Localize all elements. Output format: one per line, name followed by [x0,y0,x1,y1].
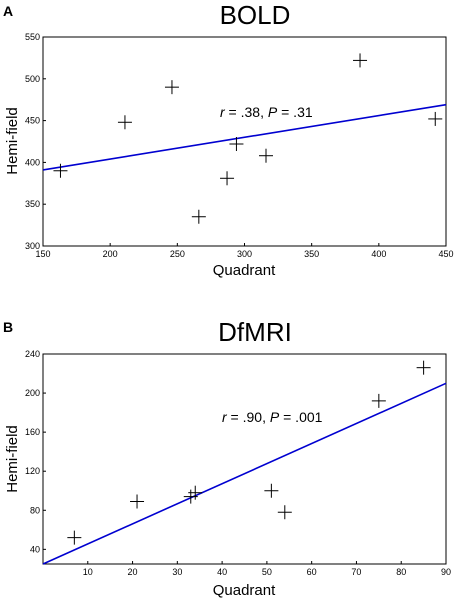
panel-letter-a: A [3,3,13,19]
y-tick-label: 350 [25,199,40,209]
data-point-marker [264,483,279,498]
r-value-a: = .38, [225,104,268,120]
x-tick-label: 150 [35,249,50,259]
data-point-marker [53,163,68,178]
r-symbol-a: r [220,104,226,120]
y-axis-label-a: Hemi-field [4,107,21,175]
y-tick-label: 40 [30,544,40,554]
data-point-marker [229,137,244,152]
x-tick-label: 80 [396,567,406,577]
stats-annotation-a: r = .38, P = .31 [220,104,313,120]
data-point-marker [428,111,443,126]
plot-frame-a [42,36,447,247]
data-point-marker [416,360,431,375]
data-point-marker [191,209,206,224]
r-symbol-b: r [222,409,228,425]
x-tick-label: 350 [304,249,319,259]
p-symbol-a: P [268,104,278,120]
x-tick-label: 60 [307,567,317,577]
y-tick-label: 300 [25,241,40,251]
y-tick-label: 450 [25,116,40,126]
y-tick-label: 120 [25,466,40,476]
x-tick-label: 70 [351,567,361,577]
x-tick-label: 450 [438,249,453,259]
plot-frame-b [42,353,447,565]
y-tick-label: 240 [25,349,40,359]
x-tick-label: 30 [172,567,182,577]
y-axis-label-b: Hemi-field [4,425,21,493]
y-tick-label: 200 [25,388,40,398]
data-points-a [53,53,443,224]
regression-line-a [42,103,447,171]
x-tick-label: 20 [128,567,138,577]
data-point-marker [188,485,203,500]
data-point-marker [117,115,132,130]
r-value-b: = .90, [227,409,270,425]
data-points-b [67,360,431,545]
p-value-a: = .31 [277,104,313,120]
x-tick-label: 10 [83,567,93,577]
x-tick-label: 50 [262,567,272,577]
data-point-marker [277,505,292,520]
chart-title-b: DfMRI [218,317,292,347]
x-axis-label-a: Quadrant [213,262,276,279]
y-tick-label: 550 [25,32,40,42]
x-tick-label: 250 [170,249,185,259]
x-ticks-b: 10 20 30 40 50 60 70 80 90 [83,561,451,577]
chart-title-a: BOLD [220,0,291,30]
y-ticks-b: 40 80 120 160 200 240 [25,349,46,554]
data-point-marker [258,148,273,163]
x-tick-label: 40 [217,567,227,577]
x-tick-label: 90 [441,567,451,577]
y-tick-label: 160 [25,427,40,437]
panel-a: A BOLD 150 200 250 300 350 400 450 300 350 400 45… [3,0,454,279]
y-tick-label: 400 [25,157,40,167]
panel-b: B DfMRI 10 20 30 40 50 60 70 80 90 40 80 120 160 200… [3,317,451,599]
data-point-marker [371,393,386,408]
x-tick-label: 300 [237,249,252,259]
p-value-b: = .001 [279,409,322,425]
data-point-marker [130,494,145,509]
data-point-marker [353,53,368,68]
y-tick-label: 80 [30,505,40,515]
x-tick-label: 400 [371,249,386,259]
p-symbol-b: P [270,409,280,425]
x-tick-label: 200 [103,249,118,259]
data-point-marker [67,530,82,545]
y-tick-label: 500 [25,74,40,84]
x-ticks-a: 150 200 250 300 350 400 450 [35,243,454,259]
y-ticks-a: 300 350 400 450 500 550 [25,32,46,251]
x-axis-label-b: Quadrant [213,582,276,599]
stats-annotation-b: r = .90, P = .001 [222,409,323,425]
regression-line-b [42,382,447,565]
panel-letter-b: B [3,319,13,335]
data-point-marker [220,171,235,186]
data-point-marker [164,80,179,95]
